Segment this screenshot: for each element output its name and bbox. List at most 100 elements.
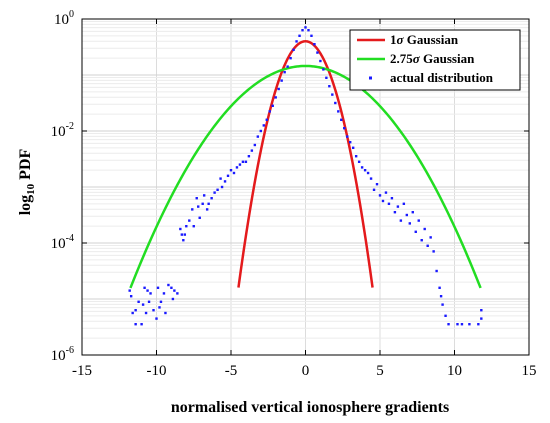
data-point — [180, 233, 184, 236]
data-point — [164, 311, 167, 315]
y-tick-label-base: 10 — [51, 124, 66, 140]
y-tick-label-base: 10 — [54, 12, 69, 28]
legend-label-0: 1σ Gaussian — [390, 32, 459, 47]
data-point — [417, 219, 420, 222]
legend-label-part: 2.75 — [390, 51, 413, 66]
data-point — [441, 303, 444, 306]
data-point — [226, 174, 230, 177]
data-point — [182, 239, 185, 242]
data-point — [423, 227, 426, 231]
data-point — [265, 118, 268, 121]
data-point — [316, 51, 319, 54]
legend-label-sigma: σ — [397, 32, 405, 47]
legend-label-part: Gaussian — [420, 51, 475, 66]
data-point — [274, 96, 277, 99]
data-point — [156, 286, 160, 289]
data-point — [162, 292, 166, 295]
legend-label-part: Gaussian — [404, 32, 459, 47]
data-point — [405, 213, 409, 217]
x-tick-label: -10 — [147, 363, 167, 379]
data-point — [343, 127, 346, 130]
data-point — [460, 323, 464, 326]
data-point — [429, 236, 432, 239]
data-point — [360, 166, 364, 169]
data-point — [220, 185, 224, 189]
data-point — [155, 317, 158, 320]
x-axis-label: normalised vertical ionosphere gradients — [171, 399, 449, 416]
data-point — [337, 110, 340, 113]
data-point — [414, 230, 417, 233]
y-tick-label-exponent: -4 — [66, 233, 74, 244]
data-point — [426, 244, 429, 247]
data-point — [179, 227, 182, 231]
data-point — [158, 306, 161, 309]
data-point — [304, 26, 307, 29]
x-tick-label: 0 — [302, 363, 310, 379]
data-point — [202, 194, 206, 197]
data-point — [170, 286, 173, 289]
y-axis-label-subscript: 10 — [25, 183, 37, 195]
x-tick-label: 10 — [447, 363, 462, 379]
data-point — [331, 93, 334, 96]
data-point — [149, 292, 152, 295]
data-point — [167, 283, 170, 287]
data-point — [439, 295, 443, 298]
data-point — [197, 205, 200, 208]
y-tick-label: 100 — [54, 9, 74, 28]
data-point — [247, 155, 251, 158]
data-point — [262, 124, 265, 127]
data-point — [253, 143, 257, 147]
data-point — [210, 197, 213, 200]
x-tick-label: -5 — [225, 363, 238, 379]
data-point — [369, 177, 373, 180]
data-point — [268, 110, 271, 113]
data-point — [408, 222, 411, 225]
data-point — [298, 34, 301, 37]
data-point — [447, 323, 450, 326]
data-point — [378, 194, 382, 197]
data-point — [456, 323, 459, 326]
data-point — [372, 188, 376, 191]
data-point — [238, 163, 242, 166]
data-point — [176, 292, 179, 295]
data-point — [438, 286, 441, 289]
x-tick-label: -15 — [72, 363, 92, 379]
data-point — [235, 166, 239, 169]
data-point — [129, 295, 133, 298]
data-point — [259, 129, 262, 133]
legend-label-2: actual distribution — [390, 70, 494, 85]
series-line-1 — [129, 64, 482, 289]
data-point — [432, 250, 435, 253]
y-axis-label: log10 PDF — [17, 149, 37, 216]
data-point — [198, 216, 201, 219]
data-point — [173, 289, 176, 292]
data-point — [354, 155, 358, 158]
data-point — [137, 300, 140, 303]
y-tick-label-base: 10 — [51, 348, 66, 364]
legend-swatch-2 — [369, 76, 372, 80]
data-point — [340, 118, 343, 121]
data-point — [295, 40, 298, 43]
data-point — [301, 29, 304, 32]
data-point — [144, 311, 148, 315]
data-point — [195, 197, 198, 200]
data-point — [185, 225, 188, 228]
data-point — [271, 104, 274, 107]
data-point — [244, 160, 248, 163]
legend-label-1: 2.75σ Gaussian — [390, 51, 475, 66]
data-point — [390, 197, 394, 200]
data-point — [349, 141, 352, 144]
data-point — [387, 202, 391, 205]
data-point — [396, 205, 400, 208]
data-point — [205, 208, 209, 211]
data-point — [477, 323, 480, 326]
x-tick-label: 5 — [376, 363, 384, 379]
data-point — [159, 300, 163, 303]
data-point — [357, 160, 361, 163]
data-point — [346, 135, 349, 138]
data-point — [289, 57, 292, 60]
data-point — [292, 48, 295, 51]
y-tick-label: 10-2 — [51, 121, 74, 140]
